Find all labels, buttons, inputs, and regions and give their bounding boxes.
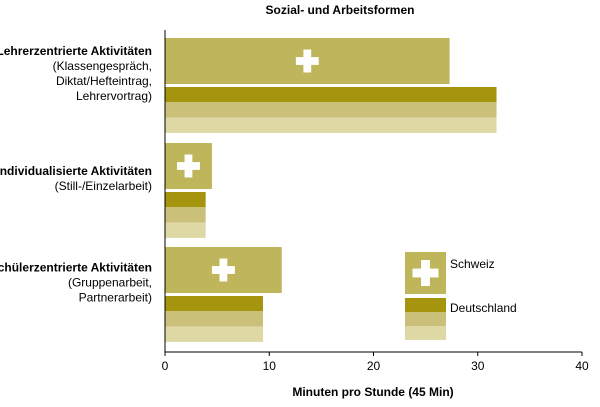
swiss-cross-icon-0	[295, 49, 319, 73]
bar-deutschland-0-strip-2	[165, 117, 497, 133]
x-axis: 0 10 20 30 40	[162, 30, 589, 373]
bar-deutschland-0-strip-0	[165, 87, 497, 103]
category-sublabel-0-2: Lehrervortrag)	[76, 89, 152, 103]
bar-deutschland-2-strip-1	[165, 311, 263, 327]
legend-swiss-cross-icon-h	[412, 268, 439, 278]
chart-title: Sozial- und Arbeitsformen	[266, 3, 415, 17]
category-sublabel-0-0: (Klassengespräch,	[53, 59, 152, 73]
legend-label-deutschland: Deutschland	[450, 301, 517, 315]
bar-deutschland-2-strip-0	[165, 296, 263, 312]
category-labels: Lehrerzentrierte Aktivitäten(Klassengesp…	[0, 44, 152, 305]
x-tick-label-3: 30	[471, 359, 485, 373]
bar-deutschland-1-strip-2	[165, 222, 206, 238]
swiss-cross-icon-1	[176, 154, 200, 178]
bar-deutschland-0-strip-1	[165, 102, 497, 118]
legend-label-schweiz: Schweiz	[450, 257, 495, 271]
x-tick-label-1: 10	[263, 359, 277, 373]
swiss-cross-icon-2-h	[211, 266, 235, 274]
legend-swatch-deutschland-strip-0	[405, 298, 446, 312]
plot-area	[165, 38, 497, 342]
legend-swatch-deutschland-strip-2	[405, 326, 446, 340]
category-sublabel-2-1: Partnerarbeit)	[79, 290, 152, 304]
category-label-2: Schülerzentrierte Aktivitäten	[0, 260, 152, 274]
x-tick-label-2: 20	[367, 359, 381, 373]
category-sublabel-0-1: Diktat/Hefteintrag,	[56, 74, 152, 88]
bar-deutschland-2-strip-2	[165, 326, 263, 342]
category-label-1: Individualisierte Aktivitäten	[0, 164, 152, 178]
x-tick-label-4: 40	[575, 359, 589, 373]
swiss-cross-icon-2	[211, 258, 235, 282]
swiss-cross-icon-1-h	[176, 162, 200, 170]
bar-deutschland-1-strip-1	[165, 207, 206, 223]
category-label-0: Lehrerzentrierte Aktivitäten	[0, 44, 152, 58]
swiss-cross-icon-0-h	[295, 57, 319, 65]
category-sublabel-2-0: (Gruppenarbeit,	[68, 275, 152, 289]
x-tick-label-0: 0	[162, 359, 169, 373]
legend: Schweiz Deutschland	[405, 252, 517, 340]
bar-deutschland-1-strip-0	[165, 192, 206, 208]
category-sublabel-1-0: (Still-/Einzelarbeit)	[55, 179, 152, 193]
legend-swiss-cross-icon	[412, 260, 439, 286]
x-axis-label: Minuten pro Stunde (45 Min)	[292, 385, 453, 399]
legend-swatch-deutschland-strip-1	[405, 312, 446, 326]
